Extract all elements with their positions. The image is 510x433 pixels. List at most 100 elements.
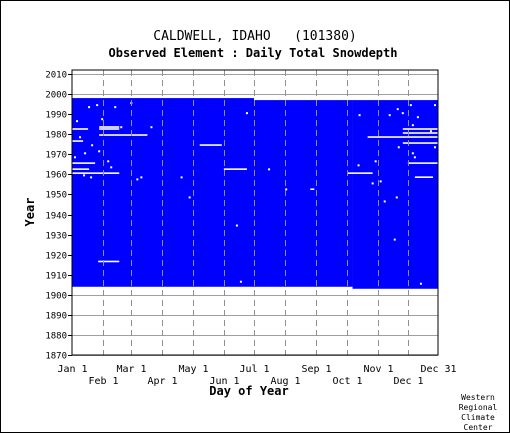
x-tick-label-jun-1: Jun 1 bbox=[209, 376, 239, 387]
y-tick-label-1980: 1980 bbox=[45, 131, 67, 141]
missing-segment-4 bbox=[72, 162, 96, 164]
missing-segment-7 bbox=[99, 128, 120, 130]
missing-segment-9 bbox=[99, 134, 148, 136]
missing-point-19 bbox=[150, 126, 153, 129]
missing-segment-6 bbox=[72, 128, 89, 130]
x-tick-label-sep-1: Sep 1 bbox=[301, 364, 331, 375]
missing-segment-3 bbox=[72, 168, 90, 170]
y-tick-label-1910: 1910 bbox=[45, 272, 67, 282]
missing-point-30 bbox=[374, 160, 377, 163]
x-tick-label-nov-1: Nov 1 bbox=[363, 364, 393, 375]
x-tick-label-jul-1: Jul 1 bbox=[239, 364, 269, 375]
missing-segment-18 bbox=[407, 162, 438, 164]
y-tick-label-1960: 1960 bbox=[45, 171, 67, 181]
missing-segment-16 bbox=[402, 132, 438, 134]
missing-segment-8 bbox=[99, 126, 120, 128]
missing-point-22 bbox=[235, 224, 238, 227]
missing-point-29 bbox=[371, 182, 374, 185]
missing-point-39 bbox=[413, 156, 416, 159]
y-tick-label-1890: 1890 bbox=[45, 312, 67, 322]
missing-point-4 bbox=[84, 152, 87, 155]
missing-segment-5 bbox=[72, 140, 84, 142]
missing-point-34 bbox=[388, 114, 391, 117]
missing-point-31 bbox=[395, 196, 398, 199]
y-tick-label-1900: 1900 bbox=[45, 292, 67, 302]
missing-point-33 bbox=[383, 200, 386, 203]
missing-point-38 bbox=[397, 146, 400, 149]
missing-point-5 bbox=[74, 156, 77, 159]
missing-point-21 bbox=[188, 196, 191, 199]
missing-point-35 bbox=[396, 108, 399, 111]
y-tick-label-1950: 1950 bbox=[45, 191, 67, 201]
missing-point-28 bbox=[358, 114, 361, 117]
credit-line-2: Regional bbox=[459, 403, 498, 412]
plot-area bbox=[71, 69, 439, 356]
y-tick-label-1870: 1870 bbox=[45, 352, 67, 362]
y-tick-label-2000: 2000 bbox=[45, 91, 67, 101]
missing-point-40 bbox=[409, 104, 412, 107]
missing-point-16 bbox=[114, 106, 117, 109]
missing-segment-2 bbox=[72, 172, 120, 174]
missing-point-11 bbox=[107, 160, 110, 163]
missing-point-6 bbox=[83, 174, 86, 177]
missing-segment-10 bbox=[199, 144, 222, 146]
missing-point-3 bbox=[79, 136, 82, 139]
missing-point-12 bbox=[98, 150, 101, 153]
missing-segment-14 bbox=[367, 136, 438, 138]
credit-line-1: Western bbox=[461, 393, 495, 402]
x-axis-label: Day of Year bbox=[209, 384, 288, 398]
x-tick-label-apr-1: Apr 1 bbox=[147, 376, 177, 387]
y-tick-label-1940: 1940 bbox=[45, 212, 67, 222]
wrcc-credit: Western Regional Climate Center bbox=[459, 393, 498, 432]
missing-point-14 bbox=[120, 126, 123, 129]
missing-segment-15 bbox=[402, 128, 438, 130]
x-tick-label-dec-31: Dec 31 bbox=[420, 364, 456, 375]
missing-point-36 bbox=[401, 112, 404, 115]
missing-data bbox=[72, 102, 438, 285]
missing-point-47 bbox=[419, 282, 422, 285]
missing-point-26 bbox=[268, 168, 271, 171]
x-axis: Jan 1 Mar 1 May 1 Jul 1 Sep 1 Nov 1 Dec 31 Feb … bbox=[57, 364, 456, 387]
y-tick-label-1990: 1990 bbox=[45, 111, 67, 121]
missing-segment-17 bbox=[402, 142, 438, 144]
coverage-block-2 bbox=[253, 100, 353, 287]
vertical-gridlines bbox=[103, 70, 409, 355]
x-tick-label-dec-1: Dec 1 bbox=[393, 376, 423, 387]
missing-point-18 bbox=[136, 178, 139, 181]
y-tick-label-1920: 1920 bbox=[45, 252, 67, 262]
chart-subtitle: Observed Element : Daily Total Snowdepth bbox=[109, 46, 398, 60]
missing-point-2 bbox=[76, 120, 79, 123]
missing-segment-12 bbox=[310, 188, 315, 191]
x-tick-label-jan-1: Jan 1 bbox=[57, 364, 87, 375]
chart-title: CALDWELL, IDAHO (101380) bbox=[153, 29, 357, 44]
y-axis: 1870 1880 1890 1900 1910 1920 1930 1940 1950 1960… bbox=[45, 71, 72, 362]
missing-segment-1 bbox=[98, 260, 120, 263]
x-tick-label-may-1: May 1 bbox=[178, 364, 208, 375]
missing-point-43 bbox=[379, 180, 382, 183]
missing-point-45 bbox=[429, 130, 432, 133]
missing-segment-13 bbox=[347, 172, 373, 174]
missing-point-44 bbox=[433, 104, 436, 107]
missing-point-17 bbox=[140, 176, 143, 179]
missing-point-9 bbox=[101, 118, 104, 121]
x-tick-label-feb-1: Feb 1 bbox=[88, 376, 118, 387]
missing-point-23 bbox=[239, 280, 242, 283]
y-tick-label-1970: 1970 bbox=[45, 151, 67, 161]
x-tick-label-mar-1: Mar 1 bbox=[116, 364, 146, 375]
x-tick-label-aug-1: Aug 1 bbox=[270, 376, 300, 387]
credit-line-3: Climate bbox=[461, 413, 495, 422]
missing-point-32 bbox=[393, 238, 396, 241]
missing-point-46 bbox=[433, 146, 436, 149]
y-tick-label-1880: 1880 bbox=[45, 332, 67, 342]
x-tick-label-oct-1: Oct 1 bbox=[332, 376, 362, 387]
missing-point-37 bbox=[411, 124, 414, 127]
credit-line-4: Center bbox=[464, 423, 493, 432]
missing-point-1 bbox=[88, 106, 91, 109]
missing-segment-19 bbox=[414, 176, 433, 178]
missing-point-25 bbox=[285, 188, 288, 191]
missing-point-42 bbox=[411, 152, 414, 155]
coverage-block-3 bbox=[352, 100, 438, 289]
missing-point-7 bbox=[90, 176, 93, 179]
